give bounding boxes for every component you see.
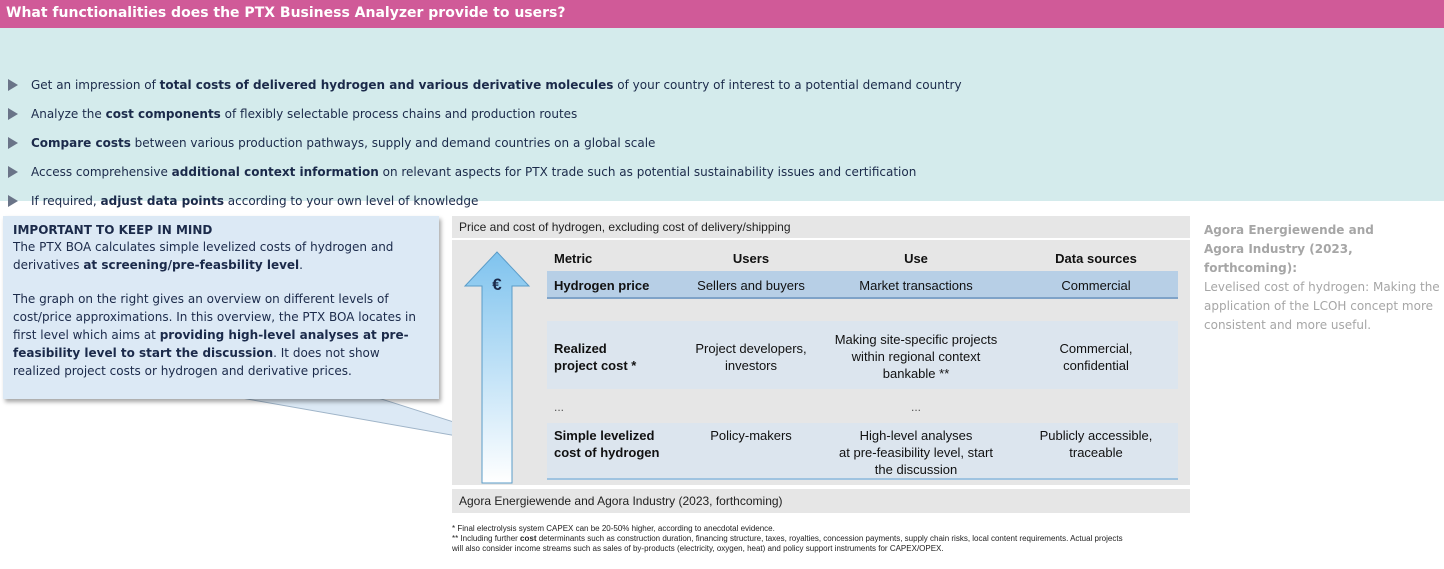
table-row: [547, 423, 1178, 480]
triangle-bullet-icon: [8, 166, 18, 178]
triangle-bullet-icon: [8, 137, 18, 149]
row-metric: Realized project cost *: [554, 341, 637, 373]
side-note-body: Levelised cost of hydrogen: Making the a…: [1204, 280, 1440, 332]
bullet-text: If required, adjust data points accordin…: [31, 194, 479, 208]
header-bar: What functionalities does the PTX Busine…: [0, 0, 1444, 28]
row-use: High-level analyses at pre-feasibility le…: [839, 428, 993, 477]
euro-symbol: €: [492, 275, 502, 294]
bullet-text: Analyze the cost components of flexibly …: [31, 107, 578, 121]
side-reference-note: Agora Energiewende and Agora Industry (20…: [1204, 221, 1440, 335]
footnotes: * Final electrolysis system CAPEX can be…: [452, 524, 1182, 554]
bullet-item: Access comprehensive additional context …: [8, 163, 916, 181]
panel-source: Agora Energiewende and Agora Industry (2…: [459, 494, 783, 508]
euro-up-arrow-icon: €: [463, 251, 531, 484]
bullet-item: If required, adjust data points accordin…: [8, 192, 478, 210]
triangle-bullet-icon: [8, 79, 18, 91]
row-data-sources: Commercial, confidential: [1059, 341, 1133, 373]
panel-title: Price and cost of hydrogen, excluding co…: [459, 220, 791, 234]
callout-title: IMPORTANT TO KEEP IN MIND: [13, 223, 213, 237]
page-title: What functionalities does the PTX Busine…: [6, 5, 566, 21]
callout-paragraph-2: The graph on the right gives an overview…: [13, 292, 416, 378]
important-callout: IMPORTANT TO KEEP IN MIND The PTX BOA ca…: [3, 216, 439, 399]
row-metric: Simple levelized cost of hydrogen: [554, 428, 660, 460]
row-data-sources: Commercial: [1061, 278, 1131, 293]
panel-source-bar: Agora Energiewende and Agora Industry (2…: [452, 489, 1190, 513]
row-use: Market transactions: [859, 278, 973, 293]
bullet-item: Get an impression of total costs of deli…: [8, 76, 962, 94]
functionality-bullets: Get an impression of total costs of deli…: [0, 28, 1444, 208]
col-header-use: Use: [904, 251, 928, 266]
bullet-item: Compare costs between various production…: [8, 134, 655, 152]
footnote-1: * Final electrolysis system CAPEX can be…: [452, 524, 775, 533]
row-metric: Hydrogen price: [554, 278, 650, 293]
row-data-sources: Publicly accessible, traceable: [1039, 428, 1153, 460]
ellipsis-use: ...: [911, 400, 922, 414]
footnote-3: will also consider income streams such a…: [452, 544, 944, 553]
ellipsis-metric: ...: [554, 400, 565, 414]
row-use: Making site-specific projects within regi…: [834, 332, 998, 381]
table-row: [547, 271, 1178, 299]
panel-title-bar: Price and cost of hydrogen, excluding co…: [452, 216, 1190, 238]
callout-paragraph-1: The PTX BOA calculates simple levelized …: [13, 240, 394, 272]
triangle-bullet-icon: [8, 195, 18, 207]
bullet-text: Get an impression of total costs of deli…: [31, 78, 962, 92]
bullet-text: Compare costs between various production…: [31, 136, 656, 150]
bullet-item: Analyze the cost components of flexibly …: [8, 105, 577, 123]
row-users: Policy-makers: [710, 428, 792, 443]
row-users: Project developers, investors: [695, 341, 807, 373]
bullet-text: Access comprehensive additional context …: [31, 165, 917, 179]
col-header-metric: Metric: [554, 251, 593, 266]
row-users: Sellers and buyers: [697, 278, 805, 293]
col-header-users: Users: [732, 251, 770, 266]
side-note-title: Agora Energiewende and Agora Industry (20…: [1204, 223, 1374, 275]
table-row: [547, 321, 1178, 389]
col-header-data-sources: Data sources: [1055, 251, 1137, 266]
triangle-bullet-icon: [8, 108, 18, 120]
footnote-2: ** Including further cost determinants s…: [452, 534, 1123, 543]
